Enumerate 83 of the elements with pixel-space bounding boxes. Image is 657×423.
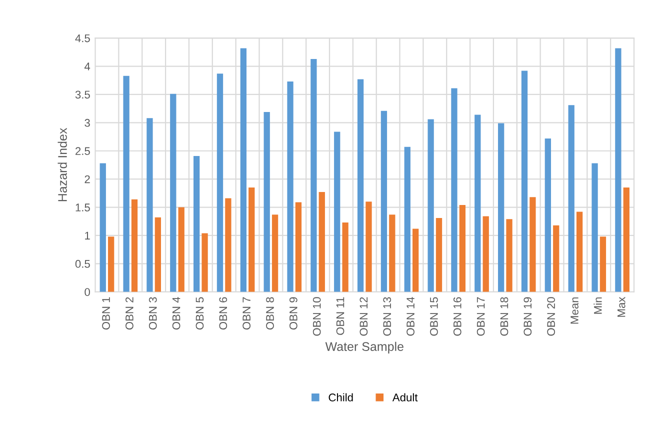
x-tick-label: OBN 15: [430, 297, 438, 336]
bar: [178, 207, 184, 292]
x-tick-label: Min: [594, 297, 602, 314]
x-tick-label: OBN 10: [312, 297, 321, 336]
bar: [342, 222, 348, 292]
x-tick-label: OBN 2: [126, 297, 134, 330]
x-tick-label: Mean: [570, 297, 578, 324]
bar: [482, 216, 489, 292]
bar: [225, 198, 232, 292]
bar: [380, 110, 388, 292]
bar: [389, 214, 396, 292]
bar: [428, 119, 434, 292]
y-tick-label: 4.5: [75, 34, 90, 42]
bar: [216, 74, 224, 292]
bar: [154, 217, 161, 292]
bar: [553, 225, 560, 292]
bar: [366, 202, 372, 292]
bar: [404, 146, 410, 292]
bar: [240, 48, 246, 292]
bar: [193, 156, 200, 292]
x-tick-label: OBN 17: [476, 297, 485, 336]
bar: [459, 205, 466, 292]
bar: [287, 82, 294, 292]
bar: [568, 105, 574, 292]
y-tick-label: 3.5: [75, 90, 90, 99]
x-tick-label: OBN 19: [524, 297, 532, 336]
x-tick-label: OBN 4: [172, 297, 180, 330]
x-tick-label: OBN 6: [219, 297, 228, 330]
y-tick-label: 2.5: [76, 147, 90, 156]
bar: [600, 236, 606, 292]
bar: [412, 228, 419, 292]
y-tick-label: 4: [84, 62, 90, 70]
bar: [100, 163, 106, 292]
bar: [530, 197, 536, 292]
bar: [576, 212, 583, 292]
x-tick-label: OBN 5: [196, 297, 204, 330]
x-tick-label: Max: [618, 296, 626, 317]
x-tick-label: OBN 1: [102, 297, 110, 330]
x-tick-label: OBN 14: [406, 297, 414, 336]
bar: [451, 88, 458, 292]
y-tick-label: 3: [84, 118, 90, 127]
bar: [521, 70, 528, 292]
bar: [310, 58, 317, 292]
y-axis-title: Hazard Index: [58, 128, 67, 202]
bar: [131, 199, 138, 292]
x-tick-label: OBN 7: [242, 297, 250, 330]
bar: [108, 236, 114, 292]
bar: [170, 94, 176, 292]
bar: [436, 218, 442, 292]
y-tick-label: 0.5: [75, 260, 90, 268]
x-tick-label: OBN 9: [289, 297, 298, 330]
x-axis-title: Water Sample: [325, 342, 404, 354]
bar: [264, 112, 270, 292]
bar: [295, 202, 302, 292]
bar: [318, 192, 325, 292]
y-tick-label: 1.5: [76, 204, 90, 212]
x-tick-label: OBN 12: [360, 297, 368, 336]
y-tick-label: 1: [85, 232, 90, 240]
x-tick-label: OBN 18: [500, 297, 508, 336]
bar: [615, 48, 622, 292]
x-tick-label: OBN 3: [148, 297, 157, 330]
bar: [272, 214, 278, 292]
bar: [544, 138, 551, 292]
x-tick-label: OBN 16: [453, 297, 462, 336]
x-tick-label: OBN 11: [336, 297, 344, 335]
x-tick-label: OBN 20: [547, 297, 556, 336]
bar: [506, 219, 512, 292]
y-tick-label: 0: [84, 288, 90, 296]
bar: [357, 79, 364, 292]
x-tick-label: OBN 13: [383, 297, 392, 336]
y-tick-label: 2: [84, 175, 90, 184]
x-tick-label: OBN 8: [266, 297, 274, 330]
legend-label: Adult: [392, 393, 418, 402]
bar: [202, 233, 208, 292]
legend-label: Child: [328, 393, 353, 402]
bar: [334, 132, 340, 292]
bar: [146, 118, 153, 292]
bar: [623, 188, 630, 292]
bar: [592, 163, 598, 292]
bar: [248, 188, 255, 292]
bar: [474, 114, 481, 292]
bar: [123, 76, 130, 292]
bar: [498, 123, 504, 292]
